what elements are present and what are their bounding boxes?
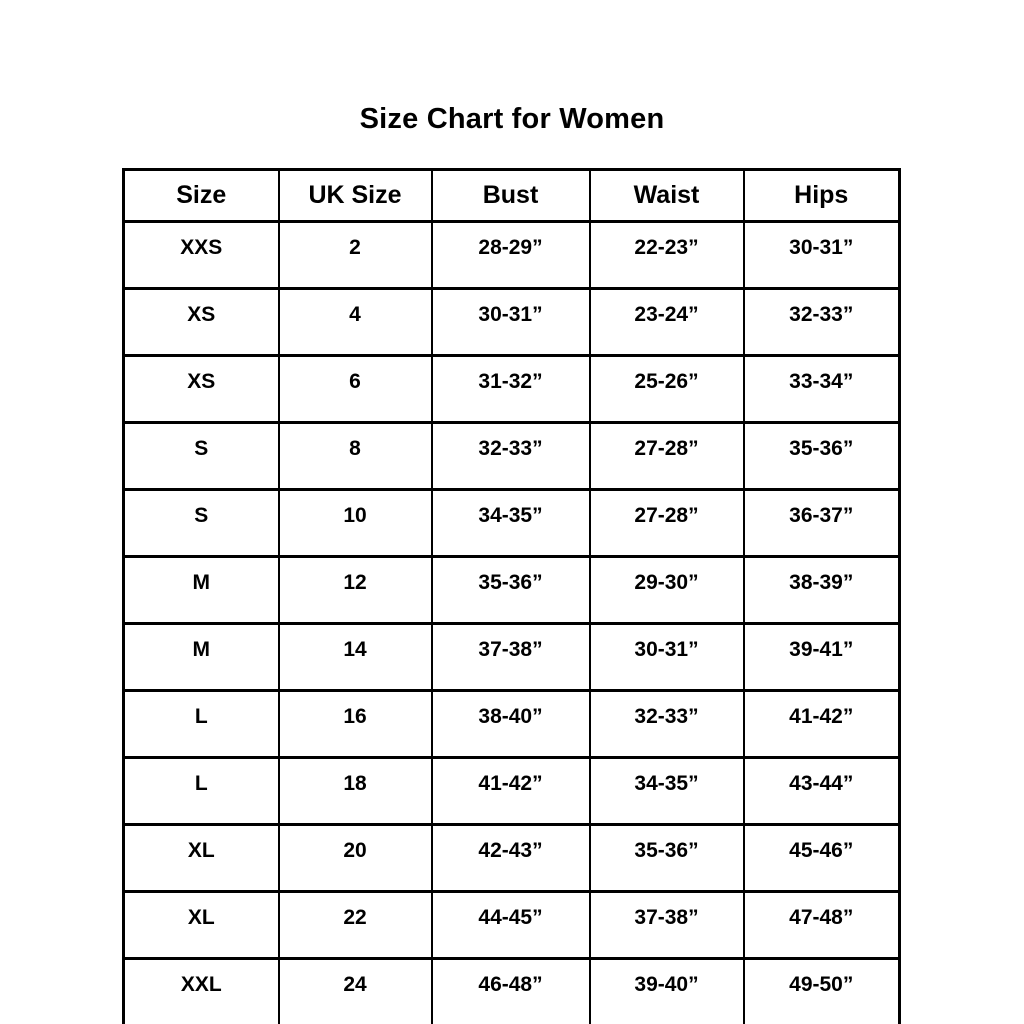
table-cell: 39-41”	[742, 622, 901, 692]
table-cell: 32-33”	[742, 287, 901, 357]
table-cell: 44-45”	[430, 890, 591, 960]
table-row: XS 6 31-32” 25-26” 33-34”	[122, 354, 901, 424]
table-row: XS 4 30-31” 23-24” 32-33”	[122, 287, 901, 357]
table-cell: L	[122, 756, 280, 826]
table-cell: 30-31”	[430, 287, 591, 357]
table-cell: 37-38”	[430, 622, 591, 692]
table-cell: 22	[277, 890, 433, 960]
table-cell: XXL	[122, 957, 280, 1024]
table-cell: 31-32”	[430, 354, 591, 424]
table-cell: 10	[277, 488, 433, 558]
table-header: Size UK Size Bust Waist Hips	[122, 168, 901, 223]
table-cell: 8	[277, 421, 433, 491]
table-cell: 33-34”	[742, 354, 901, 424]
table-cell: 20	[277, 823, 433, 893]
table-row: S 10 34-35” 27-28” 36-37”	[122, 488, 901, 558]
table-cell: 6	[277, 354, 433, 424]
table-cell: 46-48”	[430, 957, 591, 1024]
table-cell: 43-44”	[742, 756, 901, 826]
page-title: Size Chart for Women	[359, 103, 665, 135]
table-cell: 18	[277, 756, 433, 826]
table-row: S 8 32-33” 27-28” 35-36”	[122, 421, 901, 491]
size-chart-table: Size UK Size Bust Waist Hips XXS 2 28-29” 22-23…	[122, 168, 901, 1024]
table-cell: 2	[277, 220, 433, 290]
table-row: XL 20 42-43” 35-36” 45-46”	[122, 823, 901, 893]
table-cell: 35-36”	[588, 823, 745, 893]
table-row: M 12 35-36” 29-30” 38-39”	[122, 555, 901, 625]
table-cell: 37-38”	[588, 890, 745, 960]
table-cell: L	[122, 689, 280, 759]
column-header-waist: Waist	[588, 168, 745, 223]
table-cell: XXS	[122, 220, 280, 290]
table-cell: 23-24”	[588, 287, 745, 357]
column-header-uk-size: UK Size	[277, 168, 433, 223]
table-cell: 14	[277, 622, 433, 692]
table-row: L 18 41-42” 34-35” 43-44”	[122, 756, 901, 826]
table-cell: 41-42”	[430, 756, 591, 826]
table-cell: 38-39”	[742, 555, 901, 625]
column-header-size: Size	[122, 168, 280, 223]
table-cell: 25-26”	[588, 354, 745, 424]
table-row: L 16 38-40” 32-33” 41-42”	[122, 689, 901, 759]
table-cell: 27-28”	[588, 421, 745, 491]
table-row: M 14 37-38” 30-31” 39-41”	[122, 622, 901, 692]
table-cell: 47-48”	[742, 890, 901, 960]
column-header-bust: Bust	[430, 168, 591, 223]
table-cell: 24	[277, 957, 433, 1024]
column-header-hips: Hips	[742, 168, 901, 223]
table-cell: M	[122, 622, 280, 692]
table-cell: 28-29”	[430, 220, 591, 290]
table-cell: 35-36”	[742, 421, 901, 491]
table-cell: 45-46”	[742, 823, 901, 893]
table-cell: XL	[122, 890, 280, 960]
table-cell: 30-31”	[742, 220, 901, 290]
table-cell: 49-50”	[742, 957, 901, 1024]
table-cell: XL	[122, 823, 280, 893]
table-cell: 42-43”	[430, 823, 591, 893]
table-row: XXS 2 28-29” 22-23” 30-31”	[122, 220, 901, 290]
table-cell: 39-40”	[588, 957, 745, 1024]
table-body: XXS 2 28-29” 22-23” 30-31” XS 4 30-31” 23-24” 32-…	[122, 220, 901, 1024]
table-cell: 35-36”	[430, 555, 591, 625]
table-cell: 16	[277, 689, 433, 759]
table-cell: 29-30”	[588, 555, 745, 625]
table-cell: 30-31”	[588, 622, 745, 692]
table-cell: 27-28”	[588, 488, 745, 558]
table-cell: S	[122, 488, 280, 558]
table-cell: 4	[277, 287, 433, 357]
table-cell: 38-40”	[430, 689, 591, 759]
table-cell: M	[122, 555, 280, 625]
table-header-row: Size UK Size Bust Waist Hips	[122, 168, 901, 223]
table-cell: 32-33”	[588, 689, 745, 759]
table-cell: 36-37”	[742, 488, 901, 558]
table-cell: 41-42”	[742, 689, 901, 759]
table-row: XXL 24 46-48” 39-40” 49-50”	[122, 957, 901, 1024]
table-cell: 22-23”	[588, 220, 745, 290]
table-cell: XS	[122, 354, 280, 424]
table-row: XL 22 44-45” 37-38” 47-48”	[122, 890, 901, 960]
table-cell: S	[122, 421, 280, 491]
table-cell: 12	[277, 555, 433, 625]
table-cell: 32-33”	[430, 421, 591, 491]
table-cell: 34-35”	[588, 756, 745, 826]
table-cell: XS	[122, 287, 280, 357]
table-cell: 34-35”	[430, 488, 591, 558]
